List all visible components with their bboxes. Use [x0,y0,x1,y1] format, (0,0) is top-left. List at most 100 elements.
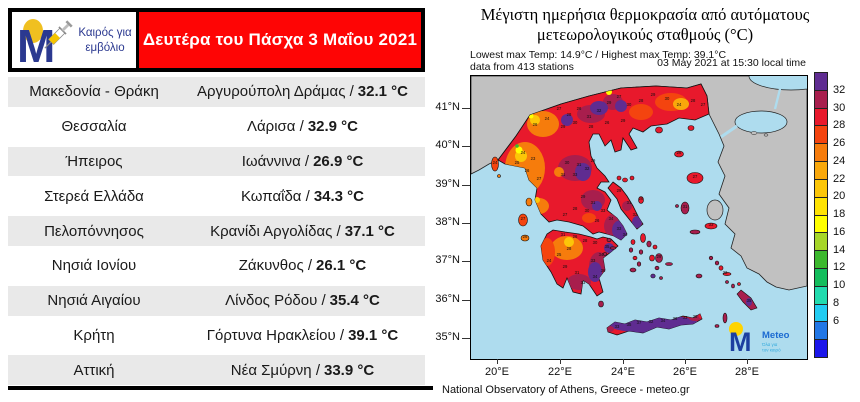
colorbar-tick-label: 32 [833,83,846,96]
station-temp-label: 28 [573,206,578,211]
station-temp-label: 26 [605,120,610,125]
station-temp-label: 26 [577,106,582,111]
lat-tick-label: 37°N [435,254,460,267]
temp-value: 35.4 °C [329,292,380,310]
station-temp-label: 30 [565,160,570,165]
lat-tick-label: 38°N [435,215,460,228]
station-name: Ιωάννινα / [241,152,310,170]
logo-graphic: M Καιρός για εμβόλιο [17,19,132,72]
bosphorus-strait [773,84,783,110]
station-temp-label: 33 [591,258,596,263]
temp-value: 32.9 °C [307,118,359,136]
station-temp-label: 25 [515,160,520,165]
dardanelles-strait [720,124,738,139]
station-temp-label: 32 [723,270,728,275]
map-title-line2: μετεωρολογικούς σταθμούς (°C) [536,25,754,44]
station-temp-label: 24 [545,116,550,121]
colorbar-tick-label: 8 [833,296,840,309]
temp-value: 26.1 °C [316,257,367,275]
station-name: Κρανίδι Αργολίδας / [210,222,341,240]
table-row: Μακεδονία - Θράκη Αργυρούπολη Δράμας /32… [8,74,425,109]
colorbar-segment [815,73,827,90]
date-banner: Δευτέρα του Πάσχα 3 Μαΐου 2021 [139,12,421,68]
table-bottom-border [8,386,433,390]
station-temp-label: 31 [587,114,592,119]
station-temp-label: 27 [563,212,568,217]
colorbar-segment [815,232,827,251]
station-temp: Λάρισα /32.9 °C [180,118,425,135]
station-temp-label: 31 [577,162,582,167]
station-temp-label: 35 [605,244,610,249]
colorbar-segment [815,107,827,126]
colorbar-segment [815,214,827,233]
station-temp-label: 28 [691,98,696,103]
lat-tick [462,337,470,339]
syringe-icon [44,20,73,49]
region-name: Νησιά Ιονίου [51,257,137,275]
station-temp-label: 26 [525,168,530,173]
map-timestamp: 03 May 2021 at 15:30 local time [657,57,806,69]
station-temp-label: 34 [661,318,666,323]
station-temp-label: 30 [573,120,578,125]
temp-value: 34.3 °C [313,187,365,205]
region-name: Στερεά Ελλάδα [44,187,144,205]
station-temp-label: 33 [601,208,606,213]
station-temp-label: 30 [585,208,590,213]
station-temp-label: 36 [673,316,678,321]
lon-tick [623,359,624,364]
station-temp: Νέα Σμύρνη /33.9 °C [180,362,425,379]
station-temp-label: 31 [575,270,580,275]
colorbar-segment [815,250,827,268]
station-temp-label: 29 [581,194,586,199]
station-temp-label: 29 [617,188,622,193]
temp-value: 37.1 °C [344,222,395,240]
station-temp-label: 33 [617,226,622,231]
station-temp-label: 26 [595,218,600,223]
stats-minmax: Lowest max Temp: 14.9°C / Highest max Te… [470,49,727,61]
meteo-vaccine-logo: M Καιρός για εμβόλιο [12,12,136,72]
meteo-logo: M Meteo Όλα για τον καιρό [729,322,790,357]
station-temp-label: 27 [701,102,706,107]
station-temp-label: 28 [567,246,572,251]
turkish-peninsula [706,199,724,221]
region-name: Ήπειρος [65,152,123,170]
station-temp-label: 26 [677,150,682,155]
station-temp-label: 32 [585,166,590,171]
header-band: M Καιρός για εμβόλιο Δευτέρα του Πάσχα 3… [8,8,425,72]
station-temp: Κωπαΐδα /34.3 °C [180,188,425,205]
station-temp-label: 31 [627,200,632,205]
colorbar-segment [815,143,827,162]
marmara-island [750,131,758,135]
colorbar-segment [815,321,827,340]
lat-tick-label: 36°N [435,292,460,305]
lon-tick-label: 28°E [735,366,759,378]
station-temp-label: 29 [651,92,656,97]
colorbar-segment [815,285,827,304]
station-temp-label: 29 [563,264,568,269]
station-name: Λίνδος Ρόδου / [225,292,326,310]
colorbar-tick-label: 30 [833,101,846,114]
lon-tick [747,359,748,364]
colorbar-labels: 32 30 28 26 24 22 20 18 16 14 12 10 8 6 [833,72,857,358]
station-name: Νέα Σμύρνη / [230,361,320,379]
station-temp-label: 24 [547,258,552,263]
stats-stations: data from 413 stations [470,61,574,73]
station-temp: Γόρτυνα Ηρακλείου /39.1 °C [180,327,425,344]
colorbar-tick-label: 22 [833,172,846,185]
station-temp-label: 24 [521,150,526,155]
date-banner-text: Δευτέρα του Πάσχα 3 Μαΐου 2021 [142,30,418,49]
colorbar-segment [815,267,827,286]
lon-tick-label: 26°E [673,366,697,378]
temperature-table-panel: M Καιρός για εμβόλιο Δευτέρα του Πάσχα 3… [8,8,433,390]
station-temp-label: 32 [649,319,654,324]
station-temp-label: 28 [589,124,594,129]
colorbar-tick-label: 12 [833,261,846,274]
station-temp-label: 31 [561,172,566,177]
logo-tagline-line2: εμβόλιο [85,42,124,54]
logo-tagline-line1: Καιρός για [78,27,132,39]
table-row: Πελοπόννησος Κρανίδι Αργολίδας /37.1 °C [8,213,425,248]
station-temp-label: 35 [627,322,632,327]
station-temp-label: 27 [521,216,526,221]
colorbar-tick-label: 14 [833,243,846,256]
